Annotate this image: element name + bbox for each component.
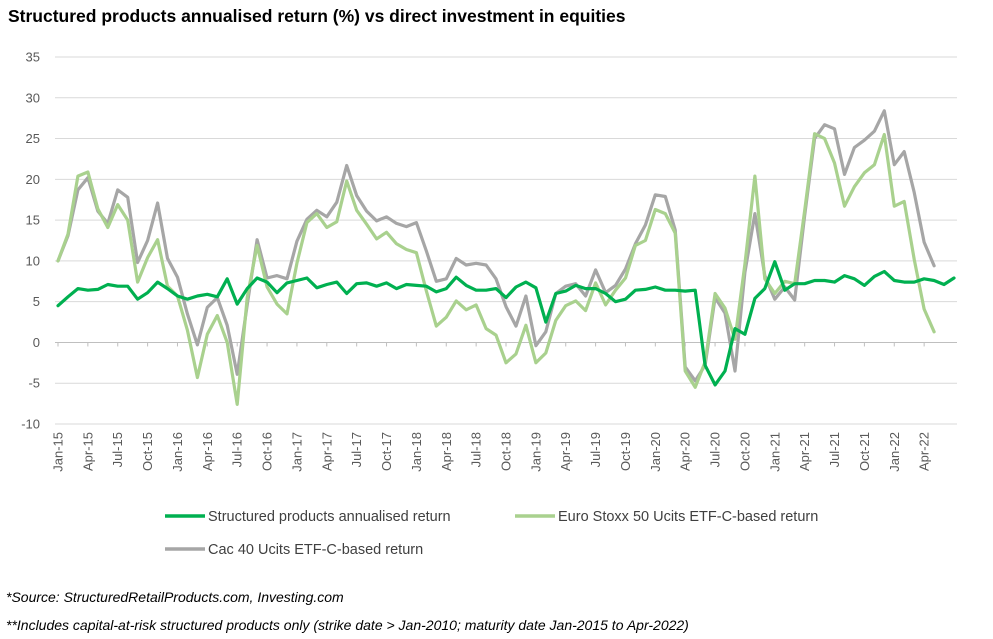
chart-title: Structured products annualised return (%… bbox=[8, 6, 626, 26]
x-tick-label: Apr-19 bbox=[558, 432, 573, 471]
x-axis: Jan-15 Apr-15 Jul-15 Oct-15 Jan-16 Apr-16 Jul-… bbox=[51, 341, 957, 472]
x-tick-label: Oct-17 bbox=[379, 432, 394, 471]
series-line-0 bbox=[56, 260, 956, 387]
x-tick-label: Apr-16 bbox=[200, 432, 215, 471]
y-axis-ticks: -10 -5 0 5 10 15 20 25 30 35 bbox=[21, 50, 40, 432]
x-tick-label: Apr-15 bbox=[80, 432, 95, 471]
x-tick-label: Apr-21 bbox=[797, 432, 812, 471]
y-tick-label: 0 bbox=[33, 335, 40, 350]
y-tick-label: 10 bbox=[26, 253, 40, 268]
legend: Structured products annualised return Eur… bbox=[165, 509, 818, 558]
x-tick-label: Jan-21 bbox=[767, 432, 782, 472]
legend-label: Structured products annualised return bbox=[208, 509, 451, 525]
source-note: *Source: StructuredRetailProducts.com, I… bbox=[6, 589, 344, 605]
x-tick-label: Jul-20 bbox=[708, 432, 723, 467]
x-tick-label: Jan-19 bbox=[528, 432, 543, 472]
x-tick-label: Jul-16 bbox=[230, 432, 245, 467]
y-tick-label: 35 bbox=[26, 50, 40, 65]
gridlines bbox=[55, 56, 957, 425]
y-tick-label: 25 bbox=[26, 131, 40, 146]
x-tick-label: Jul-19 bbox=[588, 432, 603, 467]
x-tick-label: Oct-18 bbox=[499, 432, 514, 471]
x-tick-label: Apr-17 bbox=[319, 432, 334, 471]
line-chart: -10 -5 0 5 10 15 20 25 30 35 Jan-15 Apr-15 Jul-15 Oc… bbox=[21, 50, 957, 558]
x-tick-label: Jul-15 bbox=[110, 432, 125, 467]
x-tick-label: Jul-18 bbox=[469, 432, 484, 467]
legend-label: Euro Stoxx 50 Ucits ETF-C-based return bbox=[558, 509, 818, 525]
y-tick-label: -10 bbox=[21, 417, 40, 432]
y-tick-label: 30 bbox=[26, 90, 40, 105]
series-line-1 bbox=[56, 132, 936, 406]
x-tick-label: Jan-20 bbox=[648, 432, 663, 472]
x-tick-label: Apr-18 bbox=[439, 432, 454, 471]
y-tick-label: 15 bbox=[26, 213, 40, 228]
y-tick-label: -5 bbox=[28, 376, 40, 391]
y-tick-label: 5 bbox=[33, 294, 40, 309]
y-tick-label: 20 bbox=[26, 172, 40, 187]
x-tick-label: Oct-16 bbox=[260, 432, 275, 471]
x-tick-label: Apr-22 bbox=[917, 432, 932, 471]
x-tick-label: Apr-20 bbox=[678, 432, 693, 471]
x-tick-label: Jan-15 bbox=[51, 432, 66, 472]
x-tick-label: Jan-17 bbox=[289, 432, 304, 472]
x-tick-label: Oct-15 bbox=[140, 432, 155, 471]
scope-note: **Includes capital-at-risk structured pr… bbox=[6, 617, 689, 633]
legend-label: Cac 40 Ucits ETF-C-based return bbox=[208, 542, 423, 558]
x-tick-label: Oct-21 bbox=[857, 432, 872, 471]
x-tick-label: Jan-22 bbox=[887, 432, 902, 472]
x-tick-label: Jan-18 bbox=[409, 432, 424, 472]
x-tick-label: Oct-19 bbox=[618, 432, 633, 471]
x-tick-label: Oct-20 bbox=[737, 432, 752, 471]
x-tick-label: Jul-21 bbox=[827, 432, 842, 467]
x-tick-label: Jan-16 bbox=[170, 432, 185, 472]
x-tick-label: Jul-17 bbox=[349, 432, 364, 467]
series-line-2 bbox=[56, 109, 936, 383]
series-lines bbox=[56, 109, 956, 406]
